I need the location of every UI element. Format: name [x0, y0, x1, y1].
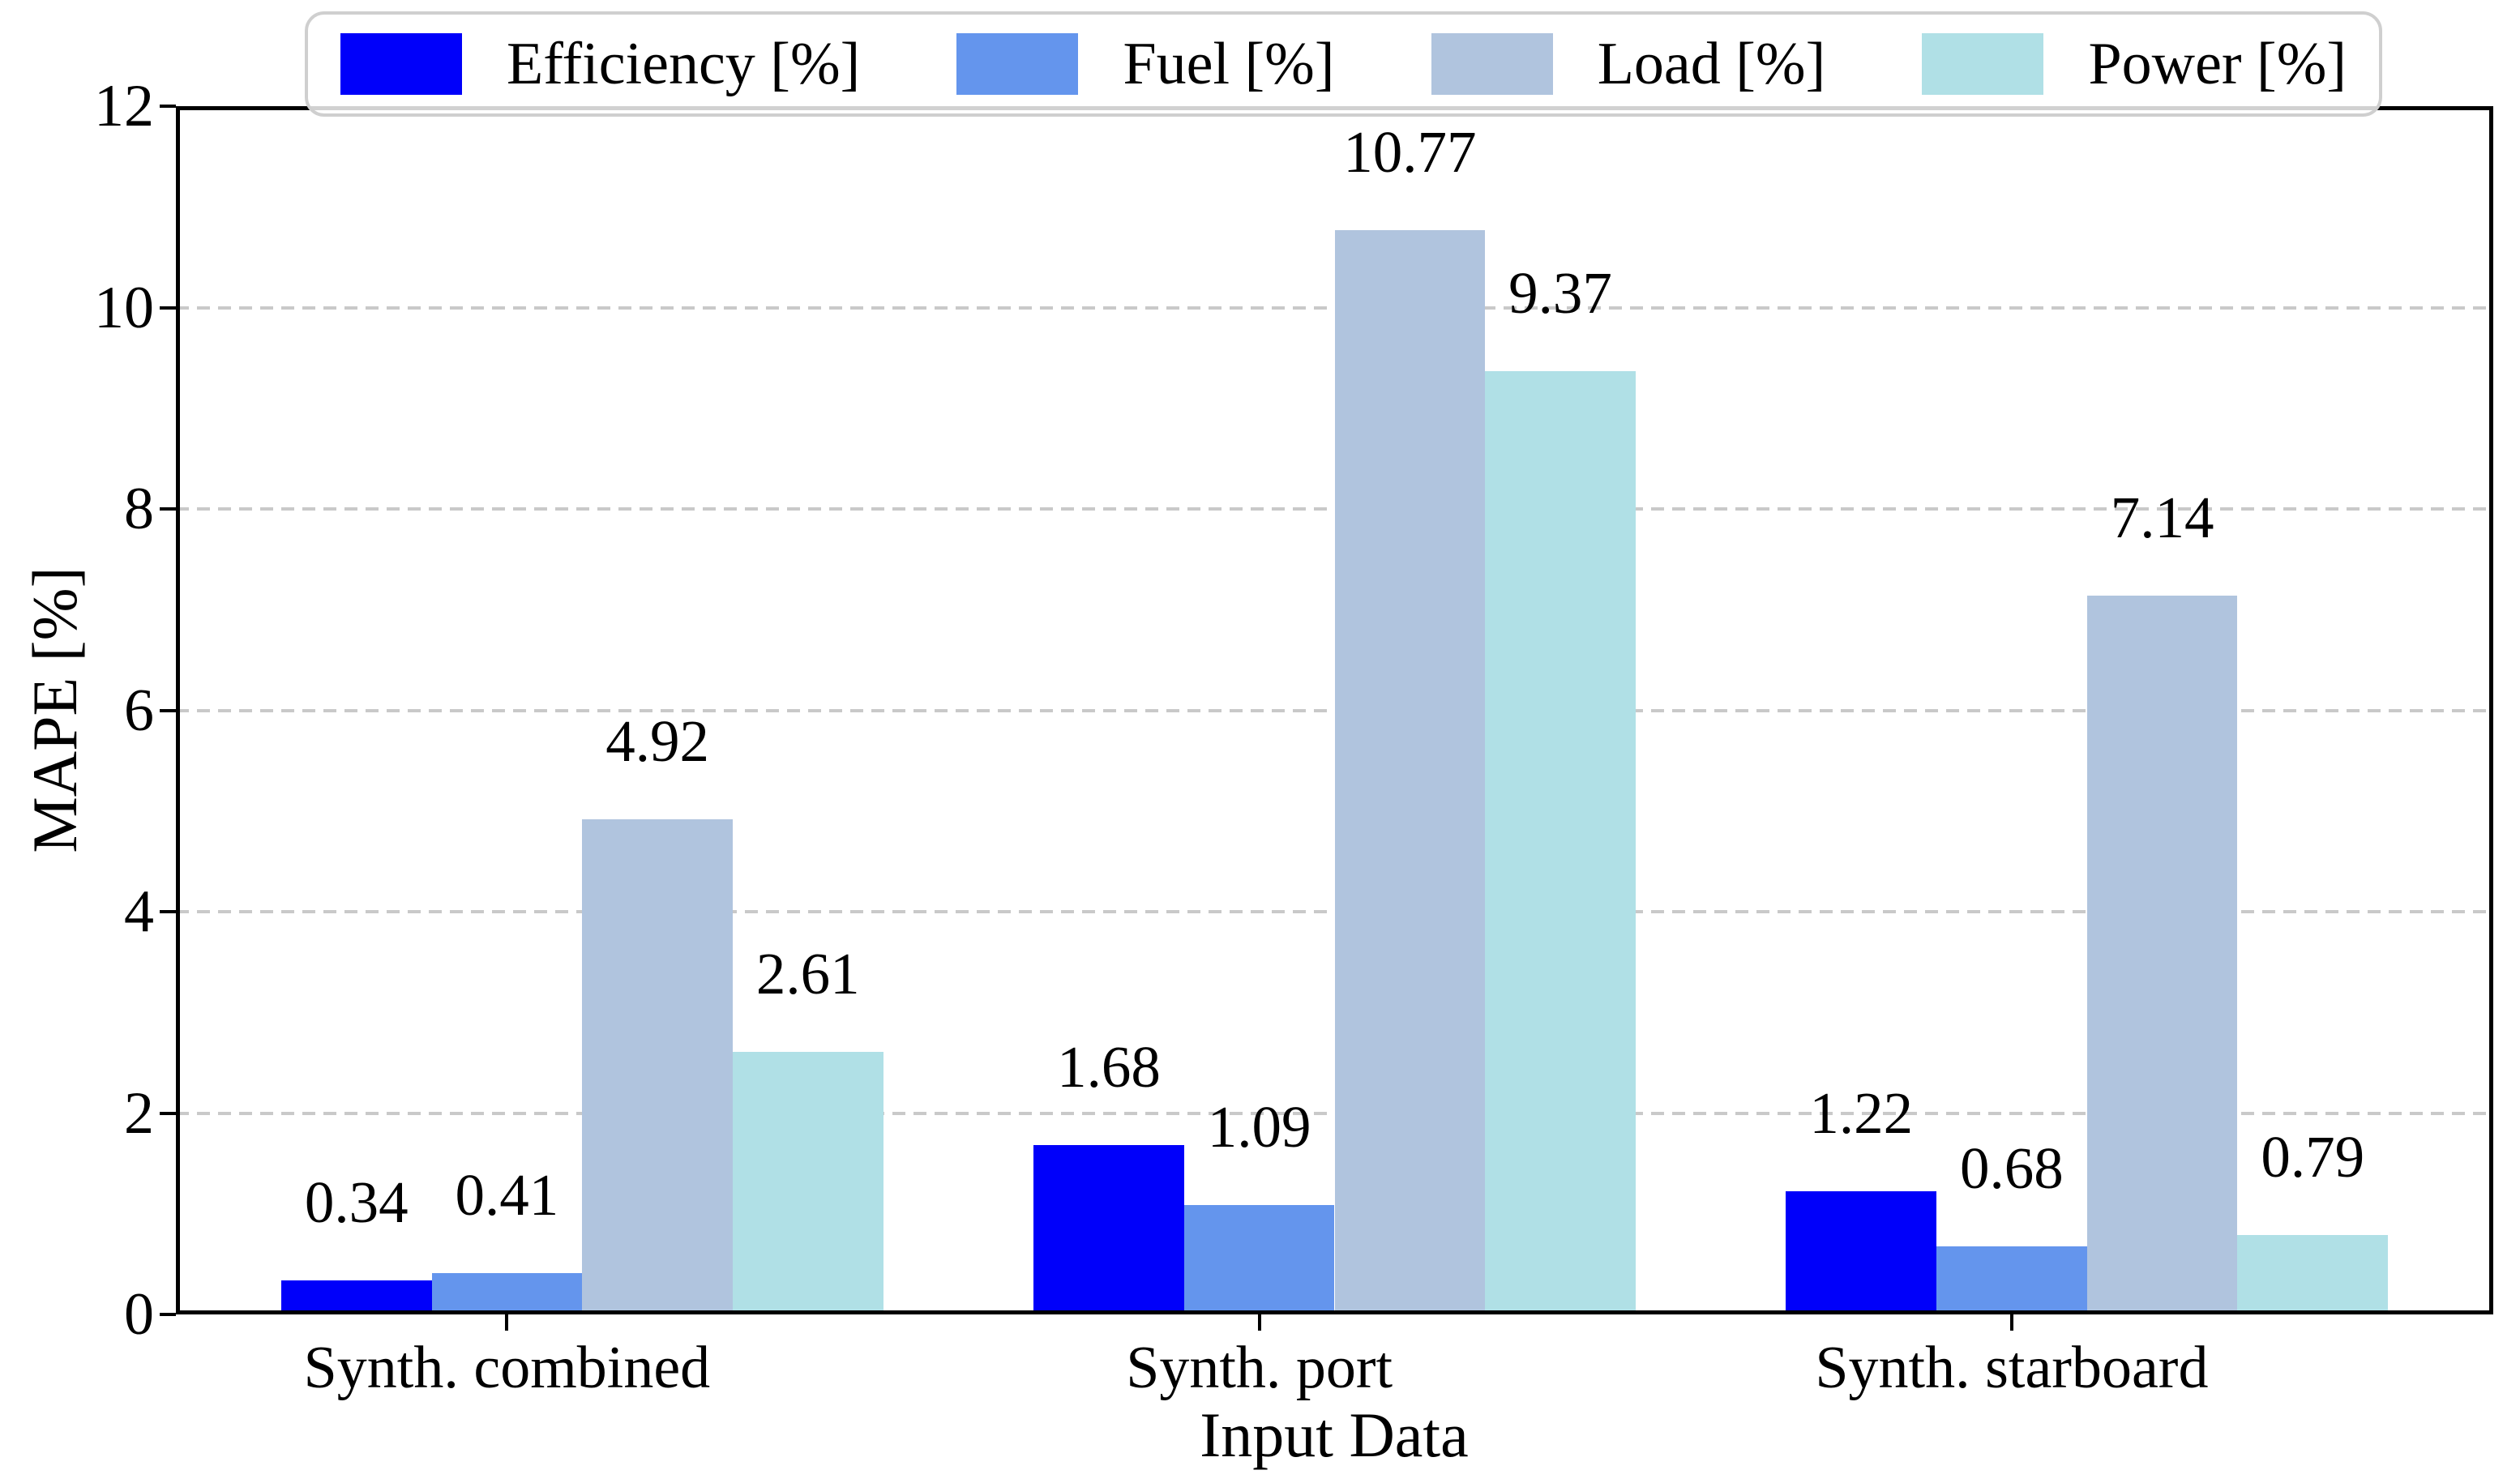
bar-value-label: 1.09	[1207, 1093, 1311, 1160]
bar-value-label: 0.68	[1960, 1135, 2064, 1201]
bar-value-label: 10.77	[1343, 118, 1477, 185]
bar	[2086, 595, 2238, 1314]
right-spine	[2489, 106, 2493, 1314]
bar	[1485, 370, 1636, 1314]
plot-inner: 0.34 1.68 1.22 0.41 1.09 0.68 4.92 10.77 7.14 2.6…	[176, 106, 2493, 1314]
bar-value-label: 0.79	[2261, 1123, 2365, 1190]
legend-swatch-icon	[1431, 33, 1553, 95]
legend-item: Load [%]	[1431, 30, 1825, 99]
y-tick-label: 12	[94, 73, 154, 139]
legend-item: Power [%]	[1922, 30, 2347, 99]
legend-swatch-icon	[1922, 33, 2044, 95]
y-tick-label: 2	[124, 1079, 154, 1147]
bar-value-label: 1.22	[1809, 1080, 1914, 1147]
y-tick	[160, 306, 176, 310]
bar	[1334, 229, 1486, 1314]
y-tick	[160, 105, 176, 108]
bar	[1786, 1191, 1937, 1314]
x-tick	[1257, 1314, 1261, 1331]
y-tick	[160, 910, 176, 913]
bar-value-label: 4.92	[605, 707, 709, 774]
x-tick-label: Synth. combined	[303, 1335, 711, 1401]
bottom-spine	[176, 1310, 2493, 1314]
bar	[431, 1273, 583, 1314]
bar	[2237, 1234, 2389, 1314]
legend-swatch-icon	[340, 33, 462, 95]
y-tick-label: 6	[124, 677, 154, 744]
x-tick	[505, 1314, 509, 1331]
plot-area: 0.34 1.68 1.22 0.41 1.09 0.68 4.92 10.77 7.14 2.6…	[176, 106, 2493, 1314]
bar	[1183, 1204, 1335, 1314]
bar-value-label: 1.68	[1057, 1034, 1161, 1100]
bar	[1936, 1246, 2087, 1314]
x-tick-label: Synth. port	[1126, 1335, 1393, 1401]
y-tick-label: 0	[124, 1281, 154, 1348]
bar	[582, 818, 733, 1314]
bar	[1033, 1145, 1184, 1314]
y-tick	[160, 1313, 176, 1316]
legend-item: Fuel [%]	[956, 30, 1334, 99]
bar-value-label: 0.34	[304, 1169, 409, 1235]
legend-label: Efficiency [%]	[507, 30, 861, 97]
y-tick-label: 4	[124, 878, 154, 945]
legend-swatch-icon	[956, 33, 1079, 95]
x-axis-label: Input Data	[1200, 1400, 1469, 1470]
legend-item: Efficiency [%]	[340, 30, 860, 99]
legend: Efficiency [%] Fuel [%] Load [%] Power [%]	[305, 11, 2382, 117]
legend-label: Load [%]	[1597, 30, 1826, 97]
y-tick	[160, 1111, 176, 1115]
y-tick-label: 10	[94, 274, 154, 341]
legend-label: Fuel [%]	[1123, 30, 1335, 97]
bar-value-label: 9.37	[1508, 259, 1612, 326]
y-tick	[160, 708, 176, 712]
bar-value-label: 7.14	[2110, 484, 2214, 550]
bar-value-label: 0.41	[455, 1162, 559, 1229]
bar-value-label: 2.61	[755, 940, 860, 1006]
left-spine	[176, 106, 180, 1314]
bar	[280, 1280, 432, 1314]
x-tick	[2009, 1314, 2013, 1331]
legend-label: Power [%]	[2088, 30, 2347, 97]
y-tick	[160, 507, 176, 511]
y-tick-label: 8	[124, 476, 154, 542]
x-tick-label: Synth. starboard	[1815, 1335, 2209, 1401]
bar	[732, 1051, 883, 1314]
